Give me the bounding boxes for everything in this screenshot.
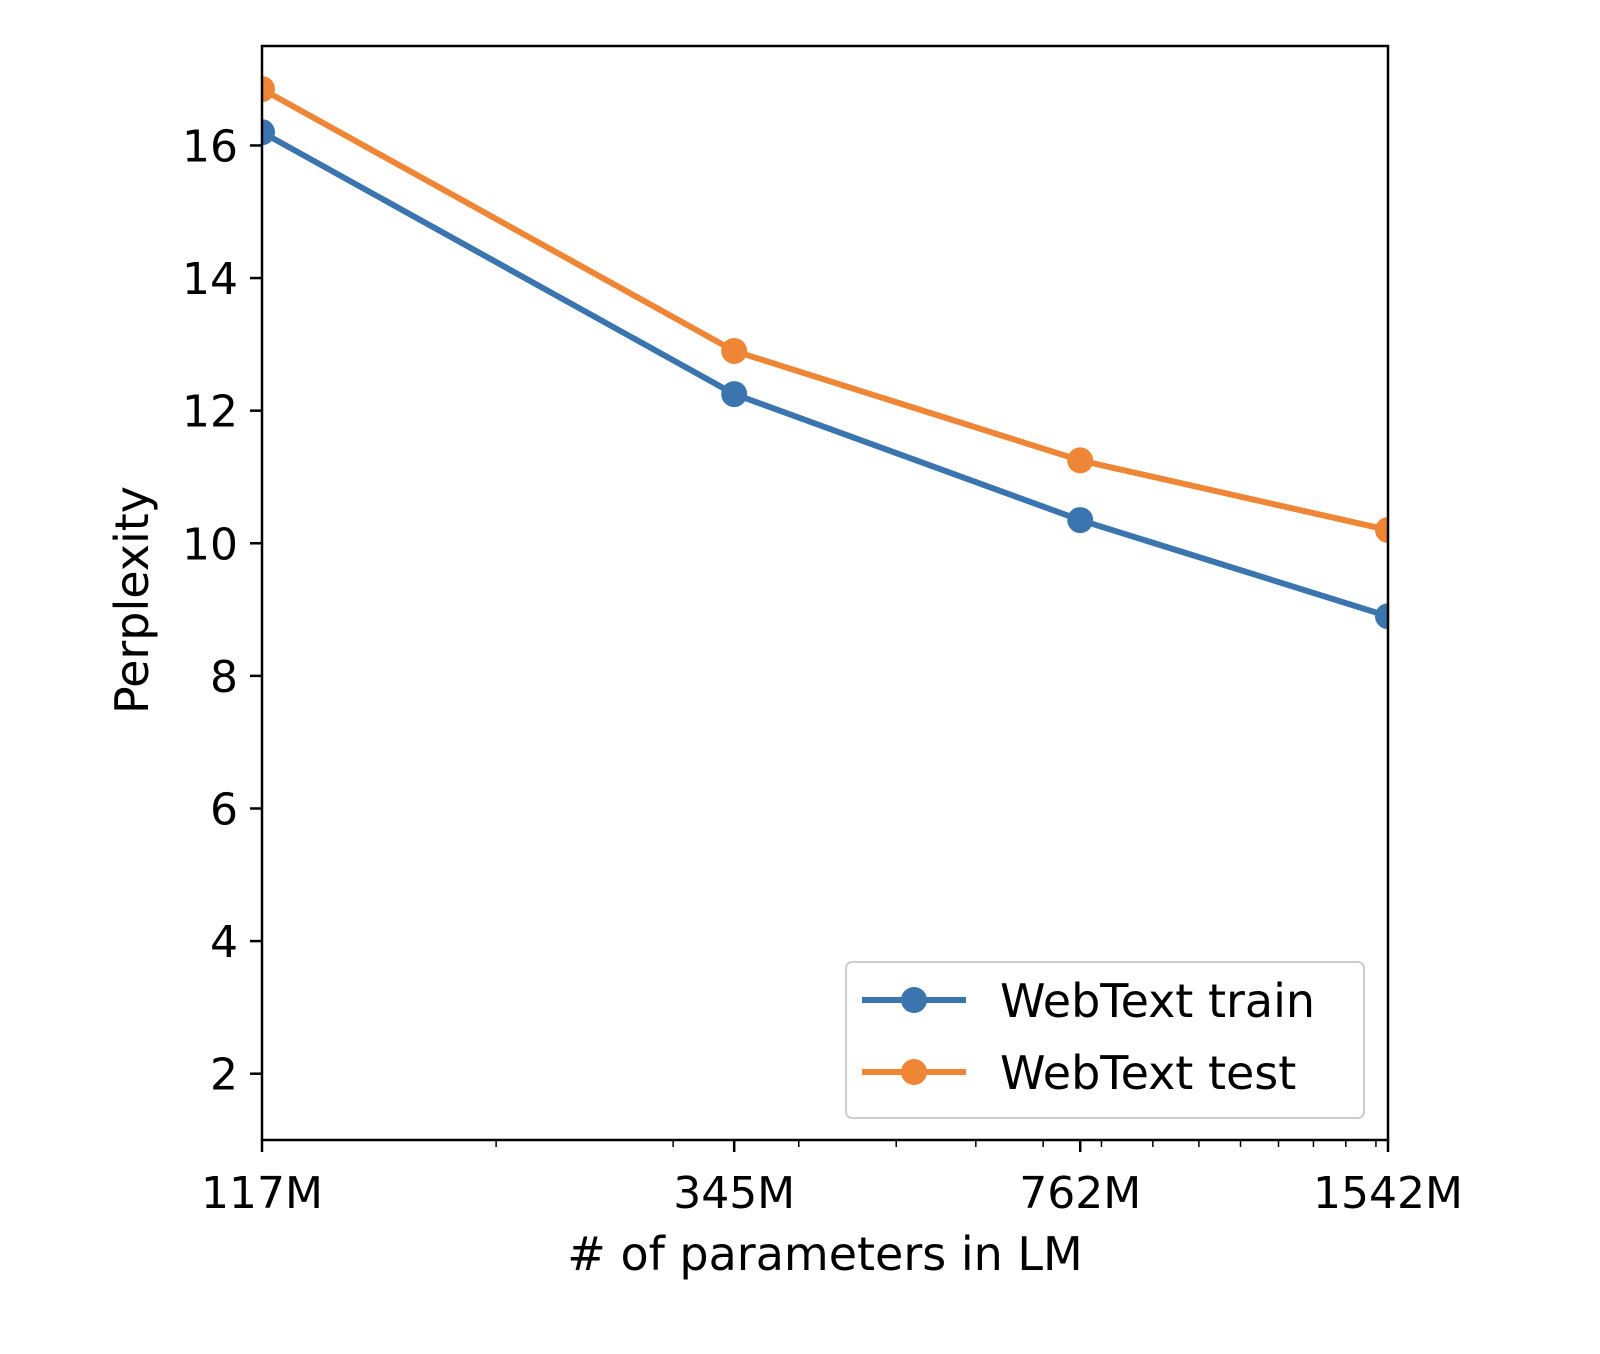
y-tick-label: 14: [182, 254, 238, 305]
series-1-point: [1375, 517, 1388, 544]
y-tick-label: 16: [182, 121, 238, 172]
legend-train-marker: [901, 987, 927, 1013]
series-0-point: [1375, 603, 1388, 630]
y-axis-ticks: 2 4 6 8 10 12 14 16: [182, 121, 262, 1101]
y-axis-label: Perplexity: [105, 486, 159, 714]
x-tick-label: 762M: [1019, 1168, 1141, 1219]
series-layer: [262, 76, 1388, 630]
x-axis-ticks: 117M 345M 762M 1542M: [201, 1140, 1463, 1219]
series-line-1: [262, 86, 1388, 534]
y-tick-label: 2: [210, 1050, 238, 1101]
y-tick-label: 6: [210, 784, 238, 835]
legend-train-label: WebText train: [1000, 974, 1315, 1028]
series-1-point: [1067, 447, 1094, 474]
series-0-point: [1067, 507, 1094, 534]
y-tick-label: 8: [210, 652, 238, 703]
series-0-point: [262, 119, 275, 146]
x-tick-label: 345M: [673, 1168, 795, 1219]
series-1-point: [721, 337, 748, 364]
legend-box: [845, 961, 1365, 1119]
legend-test-marker: [901, 1059, 927, 1085]
y-tick-label: 4: [210, 917, 238, 968]
x-axis-label: # of parameters in LM: [567, 1227, 1082, 1281]
legend-test-label: WebText test: [1000, 1046, 1296, 1100]
series-line-0: [262, 129, 1388, 620]
legend: WebText train WebText test: [845, 961, 1365, 1119]
x-tick-label: 117M: [201, 1168, 323, 1219]
y-tick-label: 12: [182, 387, 238, 438]
y-tick-label: 10: [182, 519, 238, 570]
series-1-point: [262, 76, 275, 103]
plot-frame: [260, 44, 1390, 1142]
x-tick-label: 1542M: [1313, 1168, 1463, 1219]
series-0-point: [721, 381, 748, 408]
